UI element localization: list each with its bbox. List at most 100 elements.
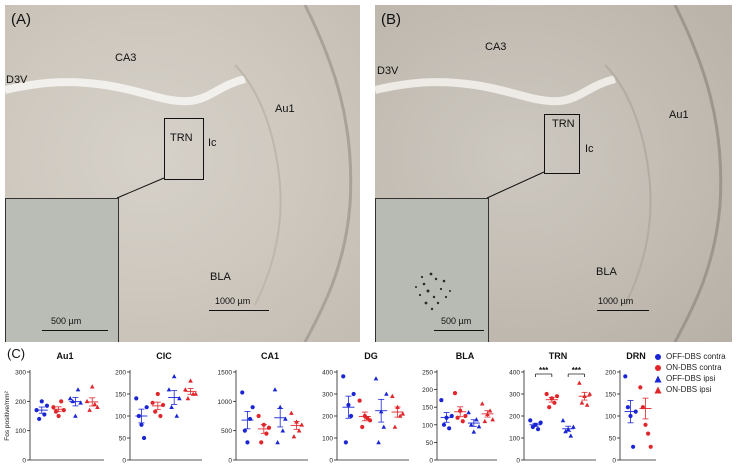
data-point: [579, 400, 585, 405]
y-tick-label: 0: [22, 458, 26, 465]
region-label-ic: Ic: [585, 143, 594, 155]
y-tick-label: 1000: [218, 399, 233, 406]
data-point: [367, 418, 373, 423]
significance-label: ***: [572, 366, 582, 375]
y-tick-label: 150: [422, 405, 433, 412]
legend-item: ON-DBS contra: [654, 362, 726, 373]
data-point: [631, 444, 636, 449]
y-tick-label: 50: [119, 436, 127, 443]
data-point: [552, 400, 557, 405]
y-tick-label: 150: [605, 392, 616, 399]
chart-drn: DRN 0 50 100 150 200: [605, 351, 656, 465]
data-point: [56, 413, 61, 419]
data-point: [638, 385, 643, 390]
main-scale-label-a: 1000 µm: [215, 296, 251, 306]
data-point: [256, 413, 261, 419]
inset-scale-bar-a: [42, 330, 108, 331]
data-point: [587, 391, 593, 396]
data-point: [577, 380, 582, 385]
y-tick-label: 0: [612, 458, 616, 465]
data-point: [560, 418, 566, 423]
data-point: [240, 390, 245, 395]
chart-title: DG: [364, 351, 378, 361]
y-tick-label: 100: [509, 436, 520, 443]
data-point: [348, 413, 354, 419]
chart-bla: BLA 0 50 100 150 200 250: [422, 351, 497, 465]
y-tick-label: 100: [15, 428, 26, 435]
data-point: [193, 391, 199, 396]
data-point: [87, 407, 92, 412]
chart-title: TRN: [549, 351, 568, 361]
y-tick-label: 200: [422, 387, 433, 394]
data-point: [141, 435, 147, 441]
data-point: [648, 444, 653, 449]
histology-panel-a: (A) CA3 D3V TRN Ic Au1 BLA 500 µm 1000 µ…: [5, 5, 360, 342]
data-point: [275, 440, 280, 445]
region-label-au1: Au1: [275, 103, 295, 115]
chart-au1: Au1 0 100 200 300 Fos positive/mm²: [4, 351, 104, 465]
main-scale-bar-a: [209, 310, 269, 311]
region-label-ca3: CA3: [115, 52, 137, 64]
data-point: [296, 428, 302, 433]
panel-label-b: (B): [381, 11, 401, 28]
panel-label-c: (C): [7, 346, 26, 361]
data-point: [84, 398, 90, 404]
brain-section-outline-b: [375, 5, 723, 342]
data-point: [455, 415, 460, 420]
region-label-d3v: D3V: [6, 74, 28, 86]
legend-item: OFF-DBS contra: [654, 351, 726, 362]
chart-cic: CIC 0 50 100 150 200: [115, 351, 202, 465]
chart-title: CA1: [261, 351, 279, 361]
region-label-trn: TRN: [552, 118, 575, 130]
y-tick-label: 300: [15, 370, 26, 377]
data-point: [67, 396, 73, 401]
data-point: [155, 391, 160, 397]
significance-label: ***: [539, 366, 549, 375]
data-point: [460, 419, 465, 424]
y-tick-label: 100: [422, 422, 433, 429]
chart-dg: DG 0 100 200 300 400: [322, 351, 409, 465]
trn-roi-box: [164, 118, 204, 180]
data-point: [623, 374, 628, 379]
chart-title: CIC: [156, 351, 172, 361]
y-tick-label: 200: [15, 399, 26, 406]
y-tick-label: 200: [115, 370, 126, 377]
inset-scale-label-b: 500 µm: [441, 316, 472, 326]
data-point: [360, 424, 365, 430]
data-point: [139, 422, 144, 427]
data-point: [544, 391, 549, 397]
y-tick-label: 0: [228, 458, 232, 465]
data-point: [39, 399, 44, 404]
y-tick-label: 50: [426, 440, 434, 447]
data-point: [188, 378, 193, 383]
data-point: [643, 422, 648, 427]
legend-label: OFF-DBS contra: [666, 352, 726, 361]
y-tick-label: 200: [509, 414, 520, 421]
data-point: [73, 413, 78, 418]
data-point: [171, 374, 177, 379]
data-point: [242, 428, 247, 433]
data-point: [390, 393, 395, 398]
data-point: [250, 405, 255, 410]
data-point: [341, 374, 346, 379]
y-tick-label: 200: [605, 370, 616, 377]
y-tick-label: 50: [609, 436, 617, 443]
data-point: [158, 413, 163, 419]
region-label-ic: Ic: [208, 137, 217, 149]
data-point: [277, 404, 283, 409]
y-tick-label: 0: [122, 458, 126, 465]
region-label-d3v: D3V: [377, 65, 399, 77]
data-point: [466, 410, 471, 415]
legend-label: ON-DBS contra: [666, 363, 722, 372]
data-point: [568, 433, 574, 438]
data-point: [61, 408, 66, 413]
data-point: [479, 401, 485, 406]
fos-positive-cells: [415, 272, 451, 311]
inset-magnified-a: 500 µm: [5, 198, 119, 342]
y-tick-label: 0: [429, 458, 433, 465]
roi-connector: [486, 171, 545, 199]
panel-label-a: (A): [11, 11, 31, 28]
chart-title: BLA: [456, 351, 475, 361]
data-point: [373, 376, 379, 381]
data-point: [153, 409, 158, 414]
